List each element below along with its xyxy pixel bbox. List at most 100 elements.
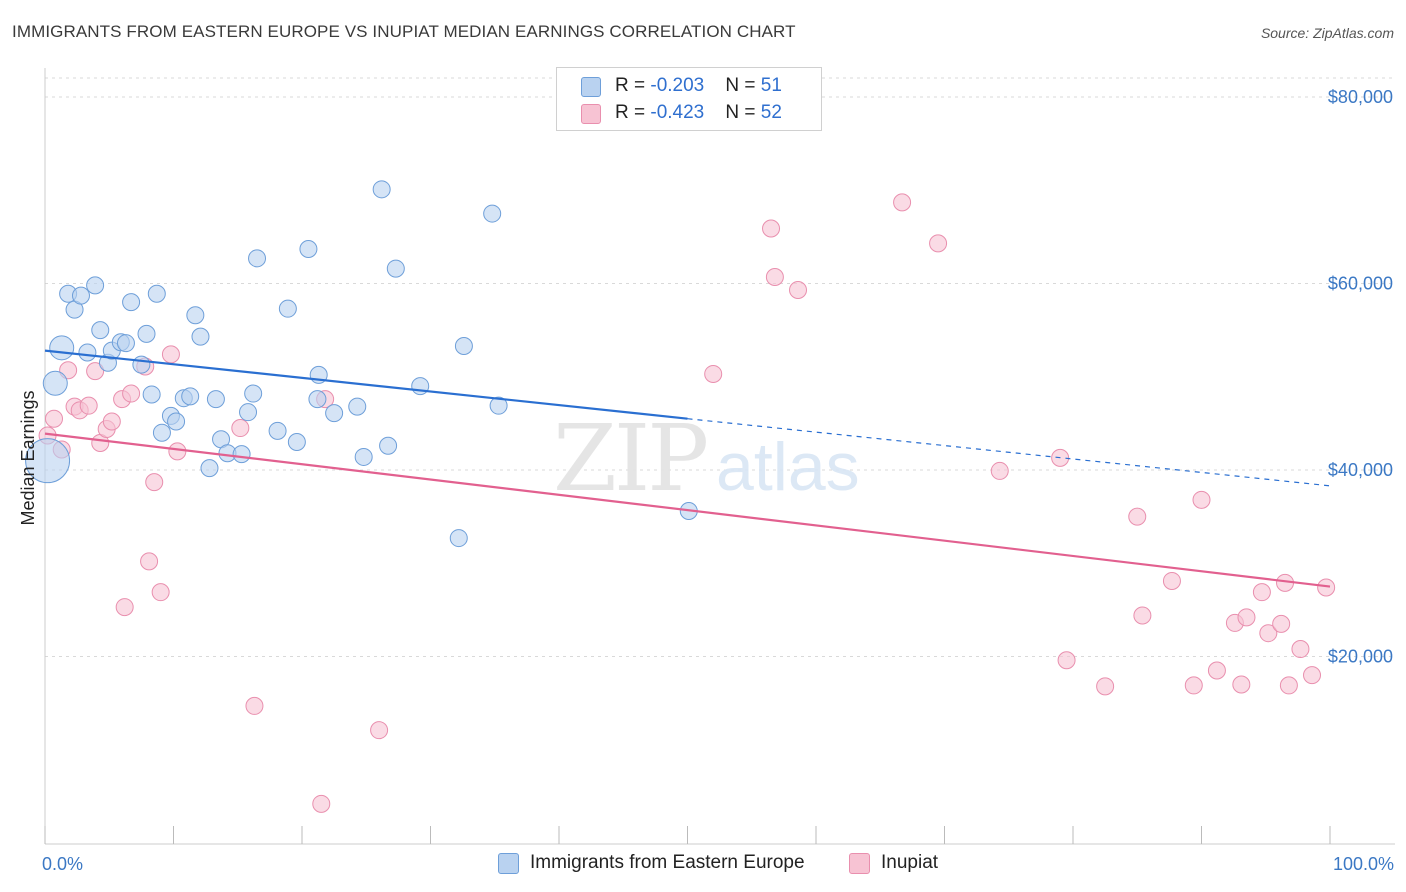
legend-n-label: N = <box>725 102 761 123</box>
eastern-europe-point <box>386 259 405 278</box>
eastern-europe-point <box>239 403 258 422</box>
eastern-europe-point <box>71 286 90 305</box>
inupiat-point <box>704 364 723 383</box>
inupiat-trend-line <box>44 432 1331 588</box>
eastern-europe-point <box>308 390 327 409</box>
source-label: Source: ZipAtlas.com <box>1260 25 1394 41</box>
eastern-europe-point <box>325 404 344 423</box>
eastern-europe-point <box>299 239 318 258</box>
inupiat-point <box>893 193 912 212</box>
eastern-europe-point <box>372 180 391 199</box>
eastern-europe-point <box>78 343 97 362</box>
eastern-europe-point <box>268 421 287 440</box>
inupiat-point <box>1252 583 1271 602</box>
bottom-legend-swatch-blue <box>498 853 519 874</box>
eastern-europe-point <box>181 387 200 406</box>
eastern-europe-point <box>142 385 161 404</box>
eastern-europe-point <box>206 390 225 409</box>
eastern-europe-point <box>287 433 306 452</box>
eastern-europe-trend-extension <box>687 418 1331 487</box>
legend-n-label: N = <box>725 75 761 96</box>
inupiat-point <box>79 396 98 415</box>
eastern-europe-point <box>278 299 297 318</box>
eastern-europe-point <box>454 336 473 355</box>
inupiat-point <box>1232 675 1251 694</box>
chart-title: IMMIGRANTS FROM EASTERN EUROPE VS INUPIA… <box>12 22 796 41</box>
legend-r-label: R = <box>615 75 651 96</box>
y-tick-label: $80,000 <box>1328 87 1393 107</box>
eastern-europe-point <box>232 445 251 464</box>
bottom-legend-swatch-pink <box>849 853 870 874</box>
legend-swatch-pink <box>581 104 601 124</box>
eastern-europe-point <box>137 324 156 343</box>
trend-lines <box>44 349 1331 588</box>
inupiat-point <box>370 721 389 740</box>
inupiat-point <box>1096 677 1115 696</box>
inupiat-point <box>122 384 141 403</box>
inupiat-point <box>115 598 134 617</box>
eastern-europe-point <box>449 529 468 548</box>
watermark-atlas: atlas <box>716 429 860 505</box>
inupiat-point <box>161 345 180 364</box>
inupiat-point <box>1317 578 1336 597</box>
inupiat-point <box>1057 651 1076 670</box>
inupiat-point <box>929 234 948 253</box>
inupiat-point <box>102 412 121 431</box>
eastern-europe-point <box>49 335 75 361</box>
inupiat-point <box>789 281 808 300</box>
inupiat-point <box>1259 624 1278 643</box>
inupiat-point <box>145 473 164 492</box>
eastern-europe-point <box>122 293 141 312</box>
legend-r-value: -0.203 <box>650 75 705 96</box>
eastern-europe-trend-line <box>44 349 688 420</box>
inupiat-point <box>1162 571 1181 590</box>
inupiat-point <box>245 696 264 715</box>
inupiat-point <box>44 409 63 428</box>
inupiat-point <box>312 794 331 813</box>
inupiat-point <box>1237 608 1256 627</box>
eastern-europe-point <box>42 370 68 396</box>
legend-n-value: 51 <box>760 75 782 96</box>
legend-swatch-blue <box>581 77 601 97</box>
eastern-europe-point <box>191 327 210 346</box>
inupiat-point <box>762 219 781 238</box>
bottom-legend-label: Inupiat <box>881 852 939 873</box>
y-tick-labels: $20,000 $40,000 $60,000 $80,000 <box>1328 87 1393 667</box>
eastern-europe-point <box>147 284 166 303</box>
eastern-europe-point <box>25 438 71 484</box>
y-tick-label: $20,000 <box>1328 647 1393 667</box>
eastern-europe-points <box>25 180 698 548</box>
inupiat-point <box>1192 490 1211 509</box>
eastern-europe-point <box>489 396 508 415</box>
inupiat-point <box>140 552 159 571</box>
inupiat-point <box>765 267 784 286</box>
watermark-zip: ZIP <box>553 405 706 512</box>
y-axis-label: Median Earnings <box>18 390 38 525</box>
inupiat-point <box>1303 666 1322 685</box>
eastern-europe-point <box>132 355 151 374</box>
correlation-legend: R = -0.203 N = 51 R = -0.423 N = 52 <box>556 67 822 131</box>
inupiat-point <box>86 362 105 381</box>
y-tick-label: $40,000 <box>1328 460 1393 480</box>
eastern-europe-point <box>483 204 502 223</box>
inupiat-point <box>1184 676 1203 695</box>
legend-n-value: 52 <box>760 102 782 123</box>
x-tick-label: 100.0% <box>1333 854 1394 874</box>
inupiat-point <box>1207 661 1226 680</box>
eastern-europe-point <box>167 412 186 431</box>
inupiat-points <box>38 193 1336 813</box>
eastern-europe-point <box>244 384 263 403</box>
inupiat-point <box>151 583 170 602</box>
inupiat-point <box>1272 614 1291 633</box>
eastern-europe-point <box>186 306 205 325</box>
inupiat-point <box>1291 640 1310 659</box>
inupiat-point <box>1133 606 1152 625</box>
x-tick-label: 0.0% <box>42 854 83 874</box>
eastern-europe-point <box>86 276 105 295</box>
inupiat-point <box>1128 507 1147 526</box>
eastern-europe-point <box>354 447 373 466</box>
eastern-europe-point <box>348 397 367 416</box>
eastern-europe-point <box>200 459 219 478</box>
x-tick-labels: 0.0% 100.0% <box>42 854 1394 874</box>
